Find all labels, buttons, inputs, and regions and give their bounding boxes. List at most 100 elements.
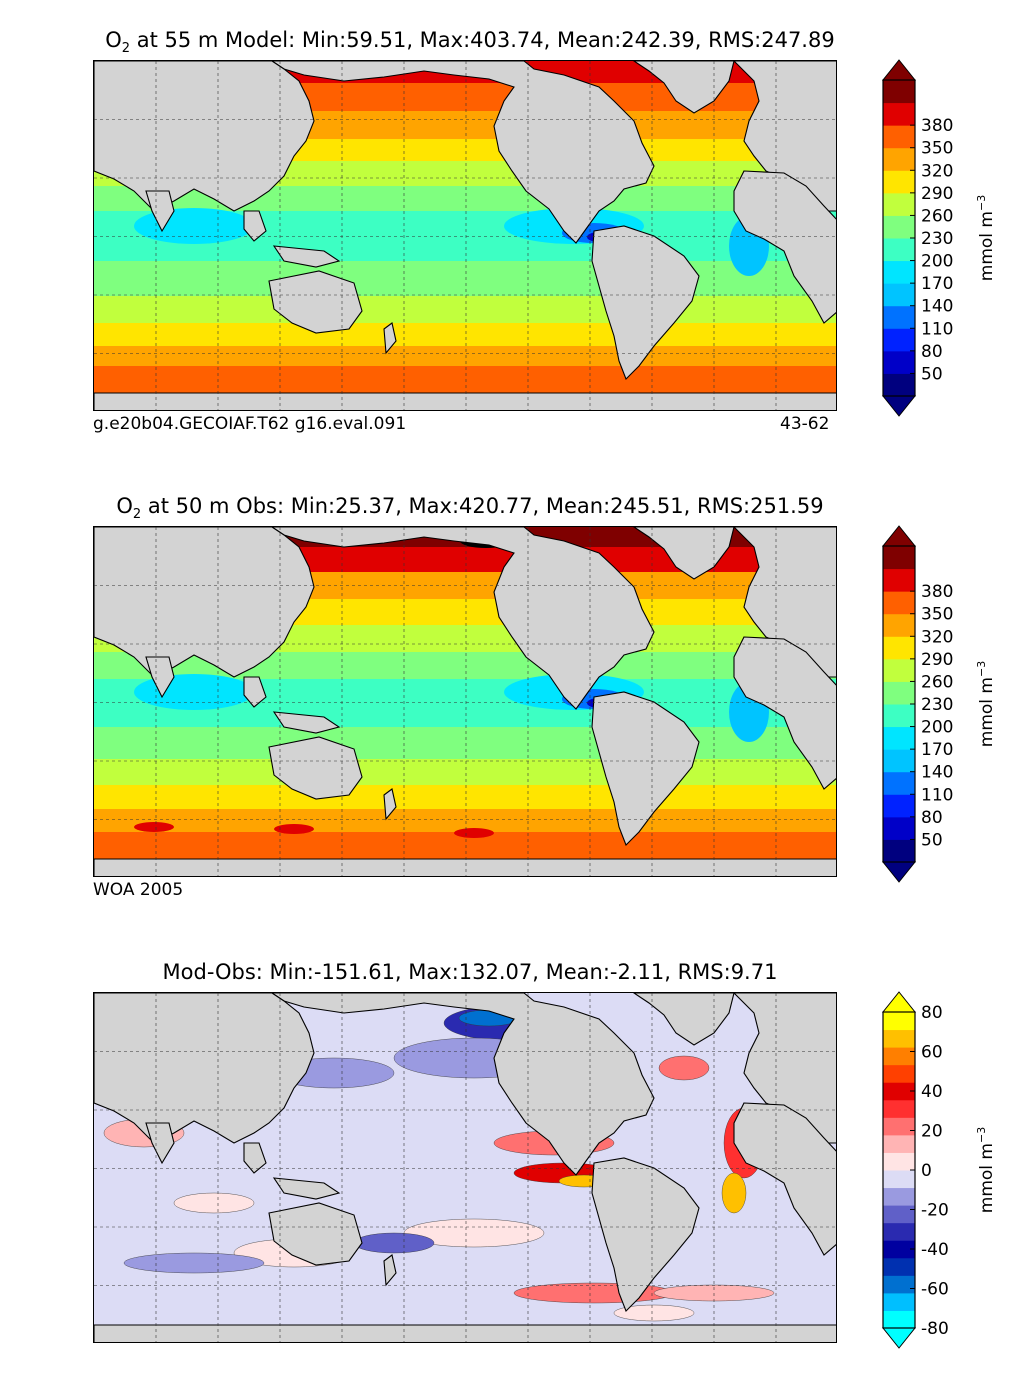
caption-right: 43-62 (780, 414, 830, 434)
landmass (733, 1102, 836, 1256)
colorbar-label: mmol m−3 (975, 661, 997, 747)
colorbar-tick-label: 110 (921, 319, 953, 339)
map-plot (93, 526, 837, 877)
colorbar-segment (883, 839, 915, 863)
ocean-band (94, 785, 836, 809)
map-plot (93, 60, 837, 411)
colorbar-segment (883, 794, 915, 818)
ocean-band (94, 727, 836, 759)
oxygen-maximum-zone (274, 824, 314, 834)
landmass (271, 993, 655, 1176)
svg-text:mmol m−3: mmol m−3 (975, 1127, 997, 1213)
colorbar-tick-label: 350 (921, 605, 953, 625)
colorbar-segment (883, 80, 915, 104)
landmass (145, 656, 175, 699)
svg-text:mmol m−3: mmol m−3 (975, 195, 997, 281)
ocean-band (94, 261, 836, 296)
colorbar-tick-label: 140 (921, 763, 953, 783)
anomaly-contour (123, 1252, 265, 1274)
landmass (733, 636, 836, 790)
colorbar-tick-label: -20 (921, 1201, 949, 1221)
caption-left: g.e20b04.GECOIAF.T62 g16.eval.091 (93, 414, 407, 434)
colorbar-tick-label: 170 (921, 740, 953, 760)
colorbar-tick-label: 60 (921, 1043, 943, 1063)
colorbar-segment (883, 283, 915, 307)
colorbar-label: mmol m−3 (975, 1127, 997, 1213)
colorbar: 50 80 110 140 170 200 230 260 290 320 350 380 mmol m… (880, 58, 1020, 422)
landmass (733, 993, 836, 1144)
colorbar-tick-label: 260 (921, 672, 953, 692)
colorbar-segment (883, 1012, 915, 1031)
colorbar-segment (883, 658, 915, 682)
colorbar-segment (883, 1292, 915, 1311)
panel-title: Mod-Obs: Min:-151.61, Max:132.07, Mean:-… (162, 960, 778, 984)
colorbar-tick-label: 320 (921, 161, 953, 181)
colorbar-segment (883, 1134, 915, 1153)
colorbar-tick-label: 290 (921, 650, 953, 670)
colorbar-segment (883, 215, 915, 239)
colorbar-tick-label: 40 (921, 1082, 943, 1102)
colorbar-tick-label: 290 (921, 184, 953, 204)
anomaly-contour (513, 1282, 675, 1304)
colorbar-segment (883, 170, 915, 194)
landmass (733, 527, 836, 678)
colorbar-extend-max (881, 991, 917, 1013)
colorbar-extend-min (881, 395, 917, 417)
svg-text:mmol m−3: mmol m−3 (975, 661, 997, 747)
colorbar-segment (883, 147, 915, 171)
landmass (591, 225, 700, 380)
panel-title: O2 at 50 m Obs: Min:25.37, Max:420.77, M… (116, 494, 824, 523)
colorbar-tick-label: 230 (921, 695, 953, 715)
landmass (145, 1122, 175, 1165)
caption-left: WOA 2005 (93, 880, 184, 900)
anomaly-contour (613, 1304, 695, 1322)
colorbar-tick-label: 230 (921, 229, 953, 249)
colorbar-segment (883, 771, 915, 795)
landmass (94, 858, 836, 876)
landmass (591, 1157, 700, 1312)
landmass (145, 190, 175, 233)
landmass (94, 993, 315, 1144)
colorbar-tick-label: 380 (921, 116, 953, 136)
colorbar-tick-label: -40 (921, 1240, 949, 1260)
ocean-band (94, 759, 836, 785)
colorbar-tick-label: 260 (921, 206, 953, 226)
colorbar-segment (883, 1047, 915, 1066)
colorbar-tick-label: 110 (921, 785, 953, 805)
colorbar-segment (883, 1187, 915, 1206)
colorbar-segment (883, 1257, 915, 1276)
colorbar: 50 80 110 140 170 200 230 260 290 320 350 380 mmol m… (880, 524, 1020, 888)
colorbar-segment (883, 373, 915, 397)
landmass (243, 676, 267, 708)
landmass (243, 210, 267, 242)
colorbar-segment (883, 1152, 915, 1171)
colorbar-segment (883, 726, 915, 750)
colorbar-segment (883, 260, 915, 284)
colorbar-tick-label: 80 (921, 342, 943, 362)
colorbar-tick-label: 80 (921, 808, 943, 828)
landmass (272, 1177, 341, 1200)
landmass (383, 1254, 397, 1287)
landmass (271, 527, 655, 710)
landmass (94, 61, 315, 212)
colorbar-segment (883, 546, 915, 570)
landmass (271, 61, 655, 244)
colorbar-tick-label: 200 (921, 252, 953, 272)
landmass (633, 527, 735, 580)
landmass (383, 322, 397, 355)
colorbar-segment (883, 1029, 915, 1048)
colorbar-tick-label: 320 (921, 627, 953, 647)
colorbar-extend-max (881, 525, 917, 547)
colorbar-segment (883, 102, 915, 126)
colorbar-segment (883, 613, 915, 637)
colorbar-segment (883, 125, 915, 149)
colorbar-segment (883, 1170, 915, 1189)
colorbar-segment (883, 1082, 915, 1101)
colorbar-extend-min (881, 861, 917, 883)
colorbar-segment (883, 1240, 915, 1259)
colorbar-tick-label: -80 (921, 1319, 949, 1339)
colorbar-tick-label: 200 (921, 718, 953, 738)
colorbar-segment (883, 1222, 915, 1241)
colorbar-segment (883, 704, 915, 728)
landmass (272, 245, 341, 268)
